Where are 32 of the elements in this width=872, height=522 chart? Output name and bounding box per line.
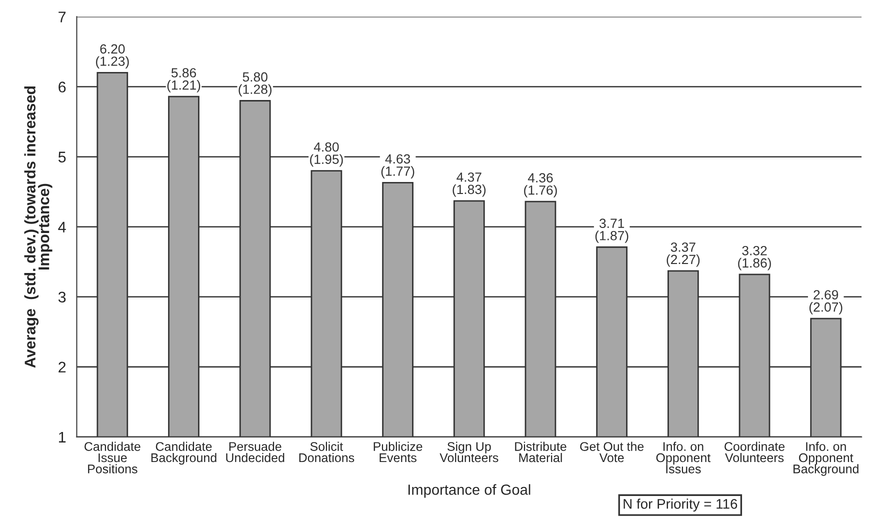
x-tick-label: Persuade Undecided	[226, 442, 284, 462]
data-label: 4.80 (1.95)	[310, 142, 343, 167]
data-label: 4.36 (1.76)	[524, 173, 557, 198]
y-tick-label: 1	[58, 432, 66, 442]
data-label: 3.32 (1.86)	[738, 246, 771, 270]
y-tick-label: 6	[58, 82, 66, 92]
data-label: 4.37 (1.83)	[452, 172, 486, 197]
data-label: 5.80 (1.28)	[238, 72, 272, 97]
y-axis-title: Average (std. dev.) (towards increased Importance)	[24, 86, 52, 368]
data-label: 6.20 (1.23)	[96, 44, 129, 69]
y-tick-label: 4	[58, 222, 66, 232]
data-label: 5.86 (1.21)	[167, 68, 200, 92]
data-label: 3.37 (2.27)	[666, 242, 700, 267]
x-tick-label: Coordinate Volunteers	[724, 442, 785, 462]
x-tick-label: Candidate Background	[151, 442, 216, 465]
x-tick-label: Candidate Issue Positions	[84, 442, 140, 474]
y-tick-label: 3	[58, 292, 66, 303]
y-tick-label: 2	[58, 362, 66, 372]
x-tick-label: Distribute Material	[515, 442, 566, 462]
data-label: 4.63 (1.77)	[381, 154, 414, 178]
x-tick-label: Get Out the Vote	[580, 442, 644, 462]
x-tick-label: Solicit Donations	[299, 442, 354, 462]
x-tick-label: Sign Up Volunteers	[440, 442, 498, 462]
data-label: 2.69 (2.07)	[809, 290, 842, 314]
x-axis-title: Importance of Goal	[408, 484, 530, 498]
x-tick-label: Info. on Opponent Issues	[656, 442, 711, 474]
data-label: 3.71 (1.87)	[595, 218, 628, 243]
y-tick-label: 7	[58, 12, 66, 22]
text: N for Priority = 116	[624, 498, 738, 512]
x-tick-label: Info. on Opponent Background	[794, 442, 858, 476]
x-tick-label: Publicize Events	[374, 442, 422, 462]
y-tick-label: 5	[58, 152, 66, 162]
